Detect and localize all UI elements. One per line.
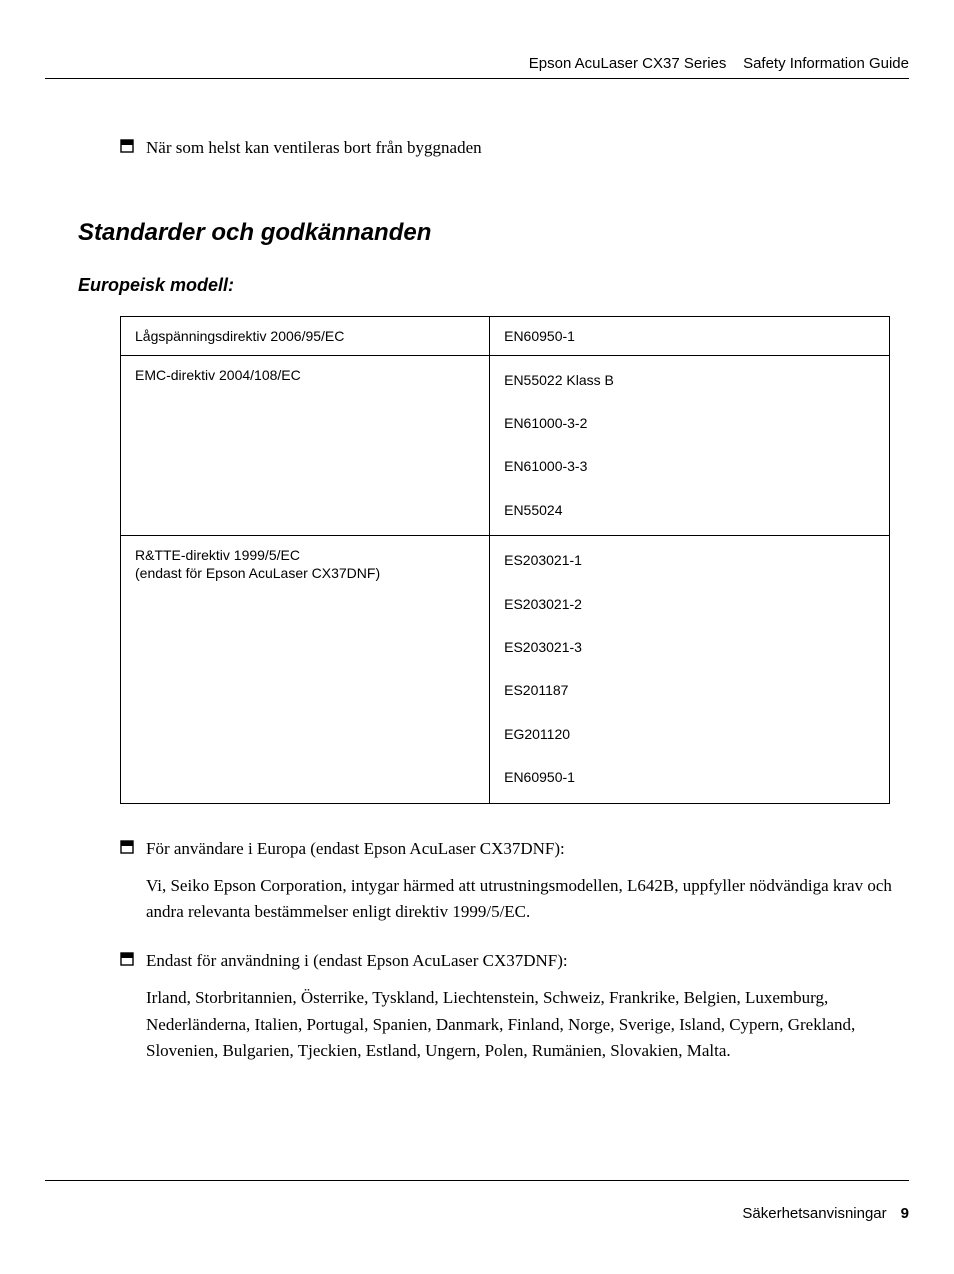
bullet-text: När som helst kan ventileras bort från b… [146, 135, 482, 161]
page-header: Epson AcuLaser CX37 Series Safety Inform… [529, 55, 909, 72]
header-rule [45, 78, 909, 79]
bullet-text: Endast för användning i (endast Epson Ac… [146, 948, 568, 974]
bullet-item: Endast för användning i (endast Epson Ac… [78, 948, 894, 974]
table-row: Lågspänningsdirektiv 2006/95/EC EN60950-… [121, 316, 890, 355]
table-row: R&TTE-direktiv 1999/5/EC (endast för Eps… [121, 536, 890, 803]
subsection-heading: Europeisk modell: [78, 275, 894, 296]
bullet-item: För användare i Europa (endast Epson Acu… [78, 836, 894, 862]
section-heading: Standarder och godkännanden [78, 219, 894, 247]
bullet-text: För användare i Europa (endast Epson Acu… [146, 836, 565, 862]
square-bullet-icon [120, 952, 134, 966]
table-cell: R&TTE-direktiv 1999/5/EC (endast för Eps… [121, 536, 490, 803]
table-cell: Lågspänningsdirektiv 2006/95/EC [121, 316, 490, 355]
standards-table: Lågspänningsdirektiv 2006/95/EC EN60950-… [120, 316, 890, 804]
header-guide: Safety Information Guide [743, 55, 909, 72]
footer-rule [45, 1180, 909, 1181]
square-bullet-icon [120, 139, 134, 153]
table-row: EMC-direktiv 2004/108/EC EN55022 Klass B… [121, 355, 890, 536]
bullet-block: Endast för användning i (endast Epson Ac… [78, 948, 894, 1065]
footer-text: Säkerhetsanvisningar 9 [45, 1205, 909, 1222]
page-content: När som helst kan ventileras bort från b… [78, 135, 894, 1086]
bullet-paragraph: Irland, Storbritannien, Österrike, Tyskl… [146, 985, 894, 1064]
footer-label: Säkerhetsanvisningar [742, 1205, 886, 1222]
bullet-block: För användare i Europa (endast Epson Acu… [78, 836, 894, 926]
table-cell: EN55022 Klass B EN61000-3-2 EN61000-3-3 … [490, 355, 890, 536]
bullet-item: När som helst kan ventileras bort från b… [78, 135, 894, 161]
square-bullet-icon [120, 840, 134, 854]
table-cell: ES203021-1 ES203021-2 ES203021-3 ES20118… [490, 536, 890, 803]
page-footer: Säkerhetsanvisningar 9 [45, 1180, 909, 1222]
header-product: Epson AcuLaser CX37 Series [529, 55, 727, 72]
table-cell: EMC-direktiv 2004/108/EC [121, 355, 490, 536]
page-number: 9 [901, 1205, 909, 1222]
bullet-paragraph: Vi, Seiko Epson Corporation, intygar här… [146, 873, 894, 926]
table-cell: EN60950-1 [490, 316, 890, 355]
